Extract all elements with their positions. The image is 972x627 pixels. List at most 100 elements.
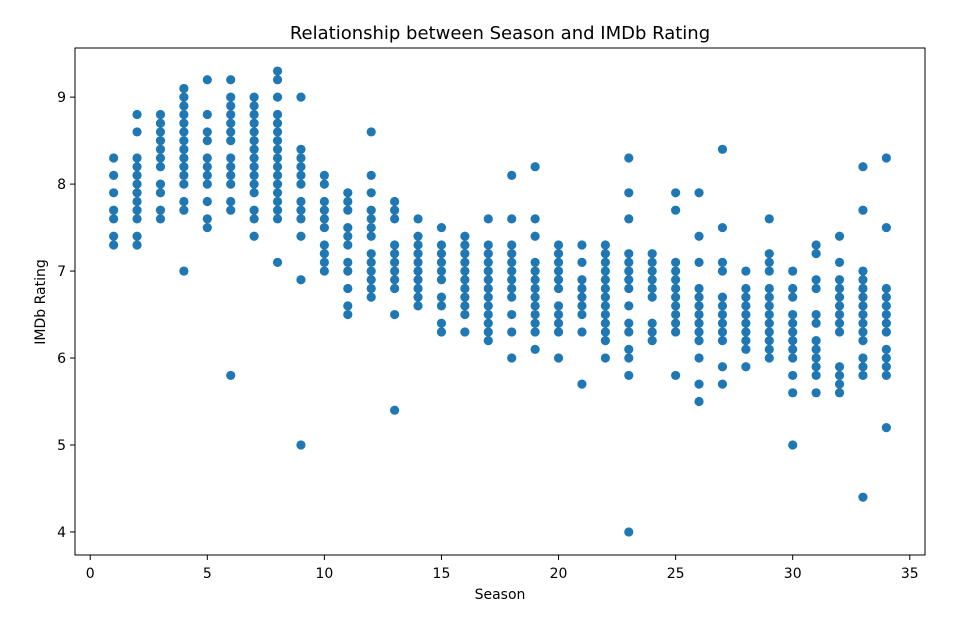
data-point: [179, 153, 189, 163]
data-point: [109, 231, 119, 241]
data-point: [624, 353, 634, 363]
data-point: [624, 266, 634, 276]
data-point: [717, 257, 728, 267]
data-point: [249, 144, 259, 154]
data-point: [858, 292, 868, 302]
data-point: [624, 257, 634, 267]
data-point: [858, 336, 868, 346]
data-point: [390, 266, 400, 276]
data-point: [507, 257, 517, 267]
data-point: [249, 170, 259, 180]
data-point: [741, 266, 751, 276]
data-point: [507, 170, 517, 180]
data-point: [155, 179, 166, 189]
data-point: [858, 353, 868, 363]
data-point: [624, 283, 634, 294]
data-point: [436, 327, 447, 337]
data-point: [764, 266, 774, 276]
data-point: [858, 370, 868, 381]
data-point: [600, 318, 610, 328]
data-point: [272, 127, 283, 137]
data-point: [390, 196, 400, 207]
chart-title: Relationship between Season and IMDb Rat…: [290, 23, 710, 44]
data-point: [764, 249, 774, 259]
data-point: [624, 344, 634, 354]
data-point: [717, 222, 728, 233]
data-point: [249, 92, 259, 102]
data-point: [249, 136, 259, 146]
data-point: [460, 257, 470, 267]
data-point: [296, 170, 306, 180]
data-point: [624, 249, 634, 259]
data-point: [624, 327, 634, 337]
data-point: [788, 327, 798, 337]
data-point: [132, 153, 142, 163]
data-point: [764, 301, 774, 311]
data-point: [530, 327, 540, 337]
x-axis-ticks: 0 5 10 15 20 25 30 35: [86, 555, 919, 582]
data-point: [881, 283, 891, 294]
data-point: [507, 327, 517, 337]
data-point: [671, 275, 681, 285]
data-point: [600, 336, 610, 346]
data-point: [764, 353, 774, 363]
data-point: [202, 196, 212, 207]
data-point: [811, 336, 821, 346]
data-point: [202, 162, 212, 172]
data-point: [600, 266, 610, 276]
data-point: [343, 257, 353, 267]
data-point: [764, 344, 774, 354]
data-point: [647, 292, 657, 302]
data-point: [811, 318, 821, 328]
data-point: [788, 336, 798, 346]
data-point: [132, 170, 142, 180]
data-point: [413, 257, 423, 267]
data-point: [694, 327, 704, 337]
x-axis-label: Season: [475, 587, 526, 603]
data-point: [834, 388, 845, 398]
data-point: [530, 162, 540, 172]
plot-frame: [74, 47, 926, 556]
data-point: [881, 318, 891, 328]
y-tick-label: 8: [57, 177, 66, 193]
data-point: [390, 275, 400, 285]
data-point: [343, 266, 353, 276]
data-point: [413, 301, 423, 311]
data-point: [249, 162, 259, 172]
data-point: [460, 309, 470, 320]
data-point: [811, 249, 821, 259]
data-point: [694, 396, 704, 407]
data-point: [132, 188, 142, 198]
data-point: [788, 370, 798, 381]
data-point: [624, 188, 634, 198]
data-point: [343, 240, 353, 250]
data-point: [694, 292, 704, 302]
data-point: [694, 318, 704, 328]
data-point: [390, 205, 400, 215]
data-point: [155, 109, 166, 120]
data-point: [436, 249, 447, 259]
data-point: [834, 370, 845, 381]
x-tick-label: 0: [86, 566, 95, 582]
data-point: [694, 231, 704, 241]
data-point: [553, 257, 564, 267]
data-point: [179, 118, 189, 128]
data-point: [858, 362, 868, 372]
data-point: [413, 275, 423, 285]
data-point: [460, 327, 470, 337]
data-point: [272, 188, 283, 198]
data-point: [788, 266, 798, 276]
data-point: [343, 188, 353, 198]
data-point: [600, 292, 610, 302]
data-point: [436, 240, 447, 250]
data-point: [811, 309, 821, 320]
data-point: [507, 292, 517, 302]
y-tick-label: 5: [57, 438, 66, 454]
data-point: [155, 127, 166, 137]
data-point: [788, 353, 798, 363]
data-point: [694, 301, 704, 311]
data-point: [811, 344, 821, 354]
data-point: [834, 309, 845, 320]
data-point: [343, 283, 353, 294]
data-point: [366, 127, 376, 137]
